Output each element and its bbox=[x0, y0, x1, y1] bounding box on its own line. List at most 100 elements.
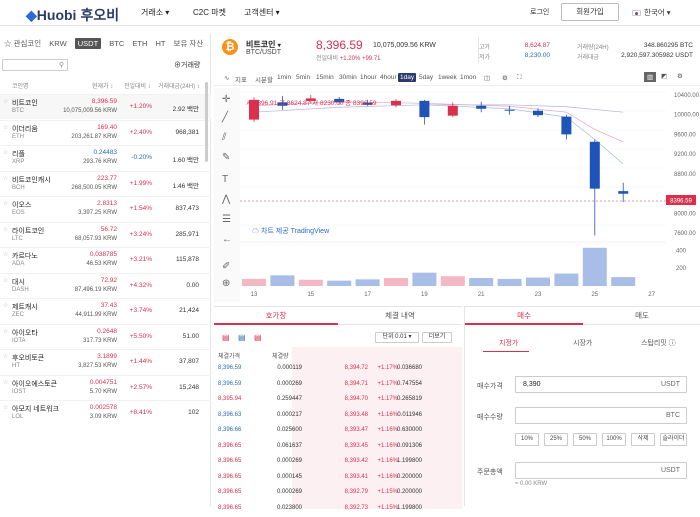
interval-5min[interactable]: 5min bbox=[296, 74, 311, 81]
favorite-star-icon[interactable]: ☆ bbox=[3, 328, 9, 335]
huobi-logo[interactable]: ◆Huobi 후오비 bbox=[26, 7, 120, 23]
chart-type-bars-icon[interactable]: ▥ bbox=[644, 72, 657, 82]
fib-icon[interactable]: ☰ bbox=[222, 214, 231, 225]
orderbook-row[interactable]: 8,396.63 0.000217 8,393.48 +1.16% 0.011946 bbox=[214, 409, 462, 424]
chart-settings-icon[interactable]: ⚙ bbox=[677, 73, 683, 80]
screenshot-icon[interactable]: ◫ bbox=[484, 75, 491, 82]
tab-eth[interactable]: ETH bbox=[132, 39, 148, 48]
ruler-icon[interactable]: ✐ bbox=[222, 261, 231, 272]
favorite-star-icon[interactable]: ☆ bbox=[3, 405, 9, 411]
market-row[interactable]: ☆ 비트코인캐시 BCH 223.77 268,500.05 KRW +1.99% 1.46… bbox=[0, 170, 211, 196]
market-row[interactable]: ☆ 비트코인 BTC 8,396.59 10,075,009.56 KRW +1.20% 2… bbox=[0, 94, 211, 119]
tab-favorites[interactable]: ☆ 관심코인 bbox=[4, 39, 42, 48]
interval-1min[interactable]: 1min bbox=[277, 74, 292, 81]
nav-exchange[interactable]: 거래소 ▾ bbox=[141, 8, 170, 17]
market-row[interactable]: ☆ 라이트코인 LTC 56.72 68,057.93 KRW +3.24% 285,971 bbox=[0, 221, 211, 247]
pattern-icon[interactable]: ⋀ bbox=[222, 194, 231, 205]
favorite-star-icon[interactable]: ☆ bbox=[3, 99, 9, 105]
signup-button[interactable]: 회원가입 bbox=[561, 3, 619, 21]
market-row[interactable]: ☆ 카르다노 ADA 0.038785 46.53 KRW +3.21% 115,878 bbox=[0, 247, 211, 272]
volume-toggle[interactable]: ⊕거래량 bbox=[174, 62, 201, 69]
market-row[interactable]: ☆ 리플 XRP 0.24483 293.76 KRW -0.20% 1.60 백만 bbox=[0, 145, 211, 170]
unit-select[interactable]: 단위 0.01 ▾ bbox=[375, 332, 419, 343]
tab-ht[interactable]: HT bbox=[155, 39, 166, 48]
trendline-icon[interactable]: ╱ bbox=[222, 112, 229, 123]
zoom-icon[interactable]: ⊕ bbox=[222, 278, 231, 289]
price-chart[interactable]: 10400.00 10000.00 9600.00 9200.00 8800.00 800… bbox=[214, 88, 700, 302]
orderbook-row[interactable]: 8,396.59 0.000119 8,394.72 +1.17% 0.036680 bbox=[214, 362, 462, 377]
favorite-star-icon[interactable]: ☆ bbox=[3, 226, 9, 233]
interval-15min[interactable]: 15min bbox=[316, 74, 334, 81]
order-type-limit[interactable]: 지정가 bbox=[499, 340, 519, 347]
market-row[interactable]: ☆ 아모지 네트워크 LOL 0.002578 3.09 KRW +8.41% 102 bbox=[0, 400, 211, 425]
view-both-icon[interactable]: ▤ bbox=[222, 333, 230, 342]
crosshair-icon[interactable]: ✛ bbox=[222, 94, 231, 105]
settings-icon[interactable]: ⚙ bbox=[502, 75, 508, 82]
tab-trade-history[interactable]: 체결 내역 bbox=[385, 311, 415, 320]
favorite-star-icon[interactable]: ☆ bbox=[3, 354, 9, 360]
market-row[interactable]: ☆ 이오스 EOS 2.8313 3,397.25 KRW +1.54% 837,473 bbox=[0, 196, 211, 221]
buy-qty-input[interactable]: BTC bbox=[515, 407, 687, 424]
orderbook-row[interactable]: 8,396.66 0.025600 8,393.47 +1.16% 0.630000 bbox=[214, 424, 462, 439]
language-select[interactable]: 한국어 ▾ bbox=[632, 7, 671, 18]
market-row[interactable]: ☆ 대시 DASH 72.92 87,496.19 KRW +4.32% 0.00 bbox=[0, 272, 211, 298]
favorite-star-icon[interactable]: ☆ bbox=[3, 124, 9, 131]
interval-5day[interactable]: 5day bbox=[419, 74, 434, 81]
favorite-star-icon[interactable]: ☆ bbox=[3, 175, 9, 182]
favorite-star-icon[interactable]: ☆ bbox=[3, 150, 9, 156]
orderbook-row[interactable]: 8,395.94 0.259447 8,394.70 +1.17% 0.265819 bbox=[214, 393, 462, 408]
col-change[interactable]: 전일대비 ↕ bbox=[124, 84, 151, 90]
orderbook-row[interactable]: 8,396.65 0.000145 8,393.41 +1.16% 0.200000 bbox=[214, 471, 462, 486]
slider-button[interactable]: 슬라이더 bbox=[660, 433, 687, 446]
interval-1mon[interactable]: 1mon bbox=[460, 74, 477, 81]
market-row[interactable]: ☆ 제트캐시 ZEC 37.43 44,911.99 KRW +3.74% 21,424 bbox=[0, 298, 211, 323]
interval-1day[interactable]: 1day bbox=[398, 73, 417, 82]
interval-1week[interactable]: 1week bbox=[438, 74, 457, 81]
tab-holdings[interactable]: 보유 자산 bbox=[173, 39, 204, 48]
tab-buy[interactable]: 매수 bbox=[465, 307, 583, 325]
market-row[interactable]: ☆ 아이오타 IOTA 0.2648 317.73 KRW +5.50% 51.00 bbox=[0, 323, 211, 349]
nav-support[interactable]: 고객센터 ▾ bbox=[244, 8, 280, 17]
orderbook-row[interactable]: 8,396.65 0.023800 8,392.73 +1.15% 1.199800 bbox=[214, 502, 462, 517]
more-button[interactable]: 더보기 bbox=[422, 332, 452, 343]
ticker-coin-name[interactable]: 비트코인 ▾ bbox=[246, 40, 281, 49]
favorite-star-icon[interactable]: ☆ bbox=[3, 379, 9, 386]
brush-icon[interactable]: ✎ bbox=[222, 152, 231, 163]
orderbook-row[interactable]: 8,396.59 0.000269 8,394.71 +1.17% 0.747554 bbox=[214, 378, 462, 393]
favorite-star-icon[interactable]: ☆ bbox=[3, 201, 9, 207]
orderbook-row[interactable]: 8,396.65 0.000269 8,392.79 +1.15% 0.200000 bbox=[214, 486, 462, 501]
chart-depth-icon[interactable]: ◩ bbox=[661, 73, 668, 80]
pct-100-button[interactable]: 100% bbox=[602, 433, 626, 446]
back-arrow-icon[interactable]: ← bbox=[222, 234, 232, 245]
order-type-stoplimit[interactable]: 스탑리밋 ⓘ bbox=[641, 340, 676, 347]
tab-btc[interactable]: BTC bbox=[109, 39, 125, 48]
interval-1hour[interactable]: 1hour bbox=[360, 74, 377, 81]
col-volume[interactable]: 거래대금(24H) ↕ bbox=[158, 84, 200, 90]
buy-price-input[interactable]: 8,390 USDT bbox=[515, 376, 687, 393]
indicator-icon[interactable]: ∿ bbox=[224, 75, 230, 82]
text-tool-icon[interactable]: T bbox=[222, 174, 229, 185]
nav-c2c[interactable]: C2C 마켓 bbox=[193, 8, 226, 17]
coin-search-input[interactable]: ⚲ bbox=[2, 59, 68, 71]
tab-krw[interactable]: KRW bbox=[49, 39, 67, 48]
pct-25-button[interactable]: 25% bbox=[544, 433, 568, 446]
pct-50-button[interactable]: 50% bbox=[573, 433, 597, 446]
view-bids-icon[interactable]: ▤ bbox=[238, 333, 246, 342]
market-row[interactable]: ☆ 아이오에스토큰 IOST 0.004751 5.70 KRW +2.57% 15,248 bbox=[0, 374, 211, 400]
favorite-star-icon[interactable]: ☆ bbox=[3, 277, 9, 284]
col-price[interactable]: 현재가 ↕ bbox=[92, 84, 114, 90]
clear-button[interactable]: 삭제 bbox=[631, 433, 655, 446]
market-row[interactable]: ☆ 이더리움 ETH 169.40 203,261.87 KRW +2.40% 968,38… bbox=[0, 119, 211, 145]
favorite-star-icon[interactable]: ☆ bbox=[3, 303, 9, 309]
favorite-star-icon[interactable]: ☆ bbox=[3, 252, 9, 258]
market-list-scrollbar[interactable] bbox=[205, 82, 208, 162]
tab-usdt[interactable]: USDT bbox=[74, 38, 102, 49]
channel-icon[interactable]: ⫽ bbox=[222, 132, 227, 143]
order-total-input[interactable]: USDT bbox=[515, 462, 687, 479]
indicator-button[interactable]: 지표 bbox=[235, 77, 247, 84]
order-type-market[interactable]: 시장가 bbox=[573, 340, 593, 347]
orderbook-row[interactable]: 8,396.65 0.061637 8,393.45 +1.16% 0.091306 bbox=[214, 440, 462, 455]
interval-tick[interactable]: 시분할 bbox=[255, 77, 273, 84]
market-row[interactable]: ☆ 후오비토큰 HT 3.1899 3,827.53 KRW +1.44% 37,807 bbox=[0, 349, 211, 374]
pct-10-button[interactable]: 10% bbox=[515, 433, 539, 446]
